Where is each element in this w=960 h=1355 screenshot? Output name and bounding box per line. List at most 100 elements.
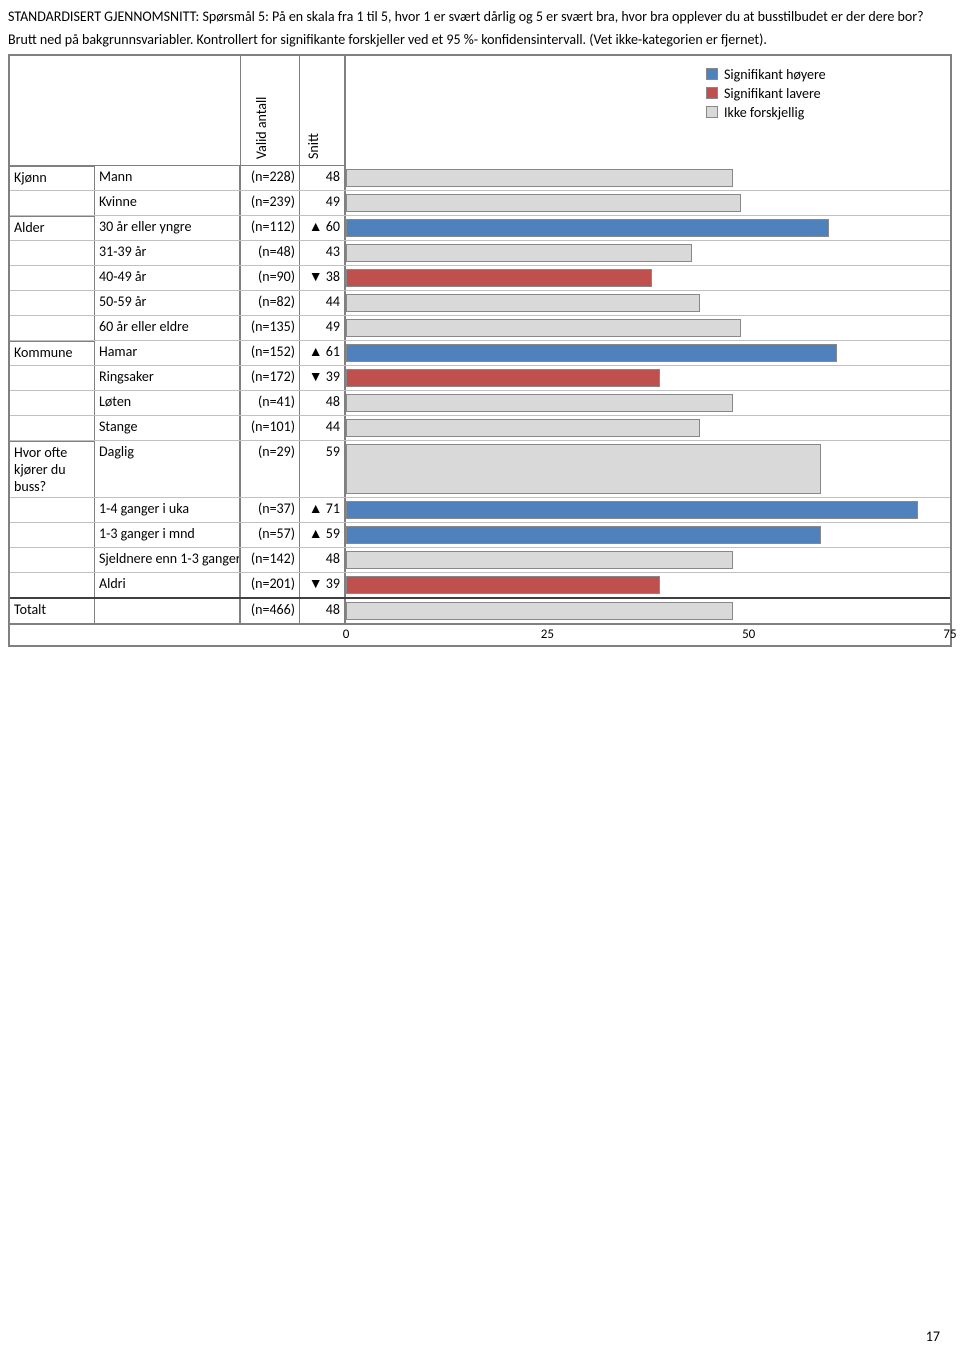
bar-cell xyxy=(346,366,950,390)
category-cell xyxy=(10,391,95,415)
category-cell xyxy=(10,316,95,340)
valid-cell: (n=172) xyxy=(240,366,300,390)
table-row: 50-59 år(n=82)44 xyxy=(10,290,950,315)
bar-cell xyxy=(346,573,950,597)
axis-tick: 75 xyxy=(943,627,956,642)
category-cell xyxy=(10,266,95,290)
bar-cell xyxy=(346,191,950,215)
table-row: Stange(n=101)44 xyxy=(10,415,950,440)
snitt-cell: ▲ 60 xyxy=(300,216,346,240)
category-cell: Kommune xyxy=(10,341,95,365)
category-cell: Kjønn xyxy=(10,166,95,190)
bar-cell xyxy=(346,416,950,440)
axis-tick: 25 xyxy=(541,627,554,642)
snitt-cell: ▼ 39 xyxy=(300,573,346,597)
bar-cell xyxy=(346,498,950,522)
snitt-cell: ▼ 39 xyxy=(300,366,346,390)
label-cell: Hamar xyxy=(95,341,240,365)
snitt-cell: 48 xyxy=(300,599,346,623)
bar-cell xyxy=(346,216,950,240)
valid-cell: (n=90) xyxy=(240,266,300,290)
label-cell: Aldri xyxy=(95,573,240,597)
table-row: 40-49 år(n=90)▼ 38 xyxy=(10,265,950,290)
bar-cell xyxy=(346,548,950,572)
category-cell xyxy=(10,498,95,522)
bar-cell xyxy=(346,266,950,290)
snitt-cell: 44 xyxy=(300,291,346,315)
axis-tick: 50 xyxy=(742,627,755,642)
label-cell: 40-49 år xyxy=(95,266,240,290)
table-row: 1-4 ganger i uka(n=37)▲ 71 xyxy=(10,497,950,522)
bar-cell xyxy=(346,166,950,190)
snitt-cell: ▲ 71 xyxy=(300,498,346,522)
category-cell xyxy=(10,291,95,315)
snitt-cell: 44 xyxy=(300,416,346,440)
table-row: 1-3 ganger i mnd(n=57)▲ 59 xyxy=(10,522,950,547)
snitt-cell: 48 xyxy=(300,548,346,572)
valid-cell: (n=201) xyxy=(240,573,300,597)
snitt-cell: 43 xyxy=(300,241,346,265)
snitt-cell: ▲ 59 xyxy=(300,523,346,547)
snitt-cell: 59 xyxy=(300,441,346,497)
table-row: Ringsaker(n=172)▼ 39 xyxy=(10,365,950,390)
table-row: Hvor ofte kjører du buss?Daglig(n=29)59 xyxy=(10,440,950,497)
chart-subtitle: Brutt ned på bakgrunnsvariabler. Kontrol… xyxy=(8,31,952,50)
bar xyxy=(346,194,741,212)
bar xyxy=(346,576,660,594)
table-row: Sjeldnere enn 1-3 ganger i mnd(n=142)48 xyxy=(10,547,950,572)
bar xyxy=(346,319,741,337)
category-cell: Totalt xyxy=(10,599,95,623)
axis-tick: 0 xyxy=(343,627,350,642)
header-snitt: Snitt xyxy=(300,56,346,166)
label-cell: Løten xyxy=(95,391,240,415)
bar xyxy=(346,269,652,287)
bar-cell xyxy=(346,441,950,497)
table-row: Kvinne(n=239)49 xyxy=(10,190,950,215)
legend-high: Signifikant høyere xyxy=(706,66,826,83)
legend-low: Signifikant lavere xyxy=(706,85,826,102)
category-cell xyxy=(10,191,95,215)
label-cell: 31-39 år xyxy=(95,241,240,265)
bar xyxy=(346,602,733,620)
valid-cell: (n=29) xyxy=(240,441,300,497)
total-row: Totalt (n=466)48 xyxy=(10,597,950,623)
label-cell: Daglig xyxy=(95,441,240,497)
header-row: Valid antall Snitt Signifikant høyere Si… xyxy=(10,56,950,166)
header-valid: Valid antall xyxy=(240,56,300,166)
legend-swatch-gray xyxy=(706,106,718,118)
legend-area: Signifikant høyere Signifikant lavere Ik… xyxy=(346,56,950,166)
valid-cell: (n=135) xyxy=(240,316,300,340)
valid-cell: (n=142) xyxy=(240,548,300,572)
bar xyxy=(346,501,918,519)
axis-row: 0255075 xyxy=(10,623,950,645)
bar-cell xyxy=(346,316,950,340)
valid-cell: (n=152) xyxy=(240,341,300,365)
valid-cell: (n=112) xyxy=(240,216,300,240)
legend-none: Ikke forskjellig xyxy=(706,104,826,121)
bar xyxy=(346,526,821,544)
category-cell xyxy=(10,523,95,547)
page-number: 17 xyxy=(926,1328,940,1345)
valid-cell: (n=57) xyxy=(240,523,300,547)
snitt-cell: 49 xyxy=(300,191,346,215)
table-row: KjønnMann(n=228)48 xyxy=(10,166,950,190)
label-cell: Stange xyxy=(95,416,240,440)
label-cell xyxy=(95,599,240,623)
bar xyxy=(346,369,660,387)
table-row: 31-39 år(n=48)43 xyxy=(10,240,950,265)
snitt-cell: 48 xyxy=(300,391,346,415)
snitt-cell: 49 xyxy=(300,316,346,340)
category-cell: Hvor ofte kjører du buss? xyxy=(10,441,95,497)
category-cell xyxy=(10,548,95,572)
bar xyxy=(346,244,692,262)
valid-cell: (n=41) xyxy=(240,391,300,415)
bar-cell xyxy=(346,599,950,623)
table-row: Løten(n=41)48 xyxy=(10,390,950,415)
valid-cell: (n=466) xyxy=(240,599,300,623)
rows-container: KjønnMann(n=228)48Kvinne(n=239)49Alder30… xyxy=(10,166,950,623)
table-row: Alder30 år eller yngre(n=112)▲ 60 xyxy=(10,215,950,240)
chart-container: Valid antall Snitt Signifikant høyere Si… xyxy=(8,54,952,647)
bar xyxy=(346,294,700,312)
table-row: KommuneHamar(n=152)▲ 61 xyxy=(10,340,950,365)
bar-cell xyxy=(346,391,950,415)
